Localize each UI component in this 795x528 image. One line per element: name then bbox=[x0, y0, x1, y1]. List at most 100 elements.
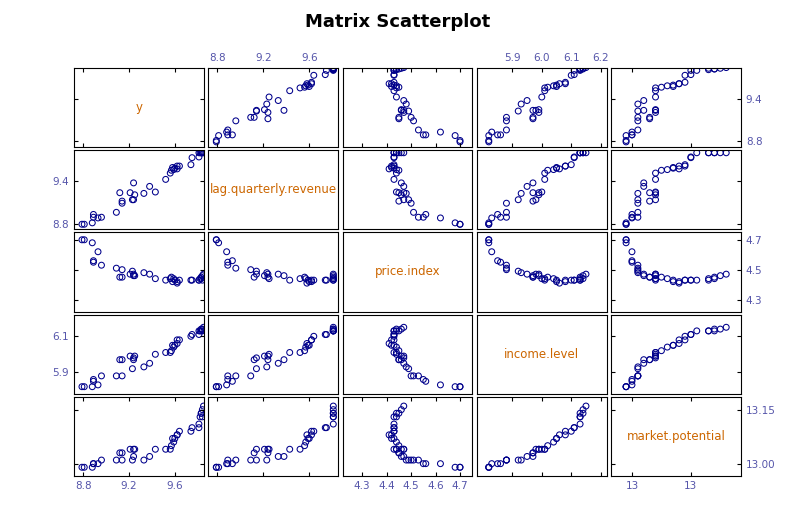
Point bbox=[114, 449, 126, 457]
Point bbox=[620, 235, 633, 244]
Point bbox=[87, 377, 100, 385]
Point bbox=[620, 220, 633, 229]
Point bbox=[412, 372, 425, 380]
Point bbox=[574, 65, 587, 74]
Point bbox=[673, 80, 685, 88]
Point bbox=[398, 188, 410, 197]
Point bbox=[631, 372, 644, 380]
Point bbox=[262, 445, 274, 454]
Point bbox=[226, 377, 238, 385]
Point bbox=[538, 87, 551, 95]
Point bbox=[283, 348, 296, 357]
Point bbox=[272, 96, 285, 105]
Point bbox=[110, 264, 122, 272]
Point bbox=[702, 65, 715, 74]
Point bbox=[398, 148, 410, 157]
Point bbox=[395, 148, 408, 157]
Point bbox=[192, 420, 205, 428]
Point bbox=[116, 449, 129, 457]
Point bbox=[78, 235, 91, 244]
Point bbox=[620, 235, 633, 244]
Point bbox=[650, 271, 662, 280]
Point bbox=[553, 431, 566, 439]
Point bbox=[515, 100, 528, 108]
Point bbox=[272, 270, 285, 278]
Point bbox=[303, 82, 316, 91]
Point bbox=[679, 336, 692, 344]
Point bbox=[405, 113, 417, 121]
Point bbox=[210, 382, 223, 391]
Point bbox=[395, 64, 408, 72]
Point bbox=[631, 267, 644, 276]
Point bbox=[320, 331, 333, 339]
Point bbox=[398, 354, 410, 362]
Point bbox=[620, 220, 633, 229]
Point bbox=[114, 355, 126, 364]
Point bbox=[661, 82, 673, 90]
Point bbox=[576, 148, 589, 157]
Point bbox=[643, 115, 656, 123]
Point bbox=[620, 219, 633, 227]
Point bbox=[719, 148, 732, 157]
Point bbox=[298, 83, 311, 91]
Point bbox=[327, 413, 339, 421]
Point bbox=[483, 220, 495, 229]
Point bbox=[390, 148, 403, 157]
Point bbox=[388, 148, 401, 157]
Point bbox=[547, 438, 560, 446]
Point bbox=[138, 363, 150, 371]
Point bbox=[283, 87, 296, 95]
Point bbox=[143, 359, 156, 367]
Point bbox=[500, 456, 513, 464]
Point bbox=[626, 375, 638, 384]
Point bbox=[262, 93, 275, 101]
Point bbox=[327, 325, 339, 333]
Point bbox=[388, 423, 401, 432]
Point bbox=[126, 267, 139, 276]
Point bbox=[127, 178, 140, 187]
Point bbox=[301, 431, 313, 439]
Point bbox=[159, 175, 172, 184]
Point bbox=[262, 350, 275, 359]
Point bbox=[574, 148, 587, 157]
Point bbox=[631, 199, 644, 208]
Point bbox=[197, 323, 210, 332]
Point bbox=[673, 165, 685, 173]
Point bbox=[679, 332, 692, 341]
Point bbox=[116, 266, 129, 274]
Point bbox=[388, 87, 401, 95]
Point bbox=[620, 382, 633, 391]
Point bbox=[210, 463, 223, 472]
Point bbox=[568, 276, 580, 285]
Point bbox=[398, 359, 410, 367]
Point bbox=[655, 166, 668, 174]
Point bbox=[91, 381, 104, 389]
Point bbox=[327, 275, 339, 283]
Point bbox=[650, 188, 662, 197]
Point bbox=[407, 117, 420, 125]
Point bbox=[521, 270, 533, 278]
Point bbox=[702, 148, 715, 157]
Point bbox=[110, 372, 122, 380]
Point bbox=[702, 327, 715, 335]
Point bbox=[250, 270, 263, 278]
Point bbox=[222, 456, 235, 464]
Point bbox=[305, 431, 318, 439]
Point bbox=[448, 131, 461, 140]
Point bbox=[526, 449, 539, 457]
Point bbox=[650, 275, 662, 283]
Point bbox=[483, 463, 495, 472]
Point bbox=[128, 271, 141, 280]
Point bbox=[393, 115, 405, 123]
Point bbox=[420, 210, 432, 219]
Point bbox=[143, 270, 156, 278]
Point bbox=[388, 71, 401, 80]
Point bbox=[393, 449, 405, 457]
Point bbox=[126, 456, 139, 464]
Point bbox=[86, 239, 99, 247]
Point bbox=[303, 341, 316, 350]
Point bbox=[395, 191, 408, 199]
Point bbox=[95, 456, 108, 464]
Point bbox=[277, 452, 290, 461]
Point bbox=[388, 445, 401, 454]
